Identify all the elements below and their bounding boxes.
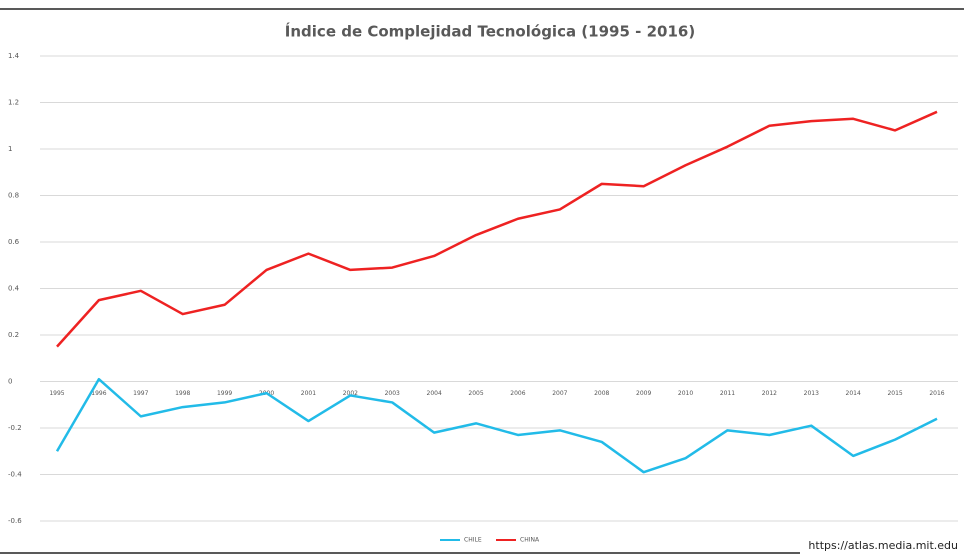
x-tick-label: 2006 (510, 390, 525, 397)
x-tick-label: 2004 (427, 390, 442, 397)
x-tick-label: 1996 (91, 390, 106, 397)
x-tick-label: 1999 (217, 390, 232, 397)
legend-label: CHINA (520, 537, 540, 544)
chart-title: Índice de Complejidad Tecnológica (1995 … (285, 22, 695, 41)
x-tick-label: 1995 (49, 390, 64, 397)
x-tick-label: 2013 (804, 390, 819, 397)
y-tick-label: 0.4 (8, 285, 20, 293)
source: https://atlas.media.mit.edu (808, 539, 958, 552)
y-tick-label: 1.4 (8, 52, 20, 60)
y-tick-label: 0.8 (8, 192, 19, 200)
x-tick-label: 2015 (887, 390, 902, 397)
x-tick-label: 2002 (343, 390, 358, 397)
x-tick-label: 2011 (720, 390, 735, 397)
x-tick-label: 2016 (929, 390, 944, 397)
y-tick-label: 0.6 (8, 238, 20, 246)
y-tick-label: -0.6 (8, 517, 22, 525)
y-tick-label: 1 (8, 145, 12, 153)
x-tick-label: 2005 (468, 390, 483, 397)
y-tick-label: 0 (8, 378, 12, 386)
legend-label: CHILE (464, 537, 482, 544)
y-tick-label: 0.2 (8, 331, 19, 339)
x-tick-label: 1998 (175, 390, 190, 397)
x-tick-label: 2008 (594, 390, 609, 397)
y-tick-label: 1.2 (8, 99, 19, 107)
series-line (56, 110, 938, 348)
x-tick-label: 2001 (301, 390, 316, 397)
x-tick-label: 2009 (636, 390, 651, 397)
x-tick-label: 1997 (133, 390, 148, 397)
x-tick-label: 2012 (762, 390, 777, 397)
series-line (55, 377, 938, 474)
x-tick-label: 2003 (385, 390, 400, 397)
x-tick-label: 2014 (846, 390, 861, 397)
y-tick-label: -0.2 (8, 424, 22, 432)
x-tick-label: 2007 (552, 390, 567, 397)
y-tick-label: -0.4 (8, 471, 22, 479)
x-tick-label: 2010 (678, 390, 693, 397)
